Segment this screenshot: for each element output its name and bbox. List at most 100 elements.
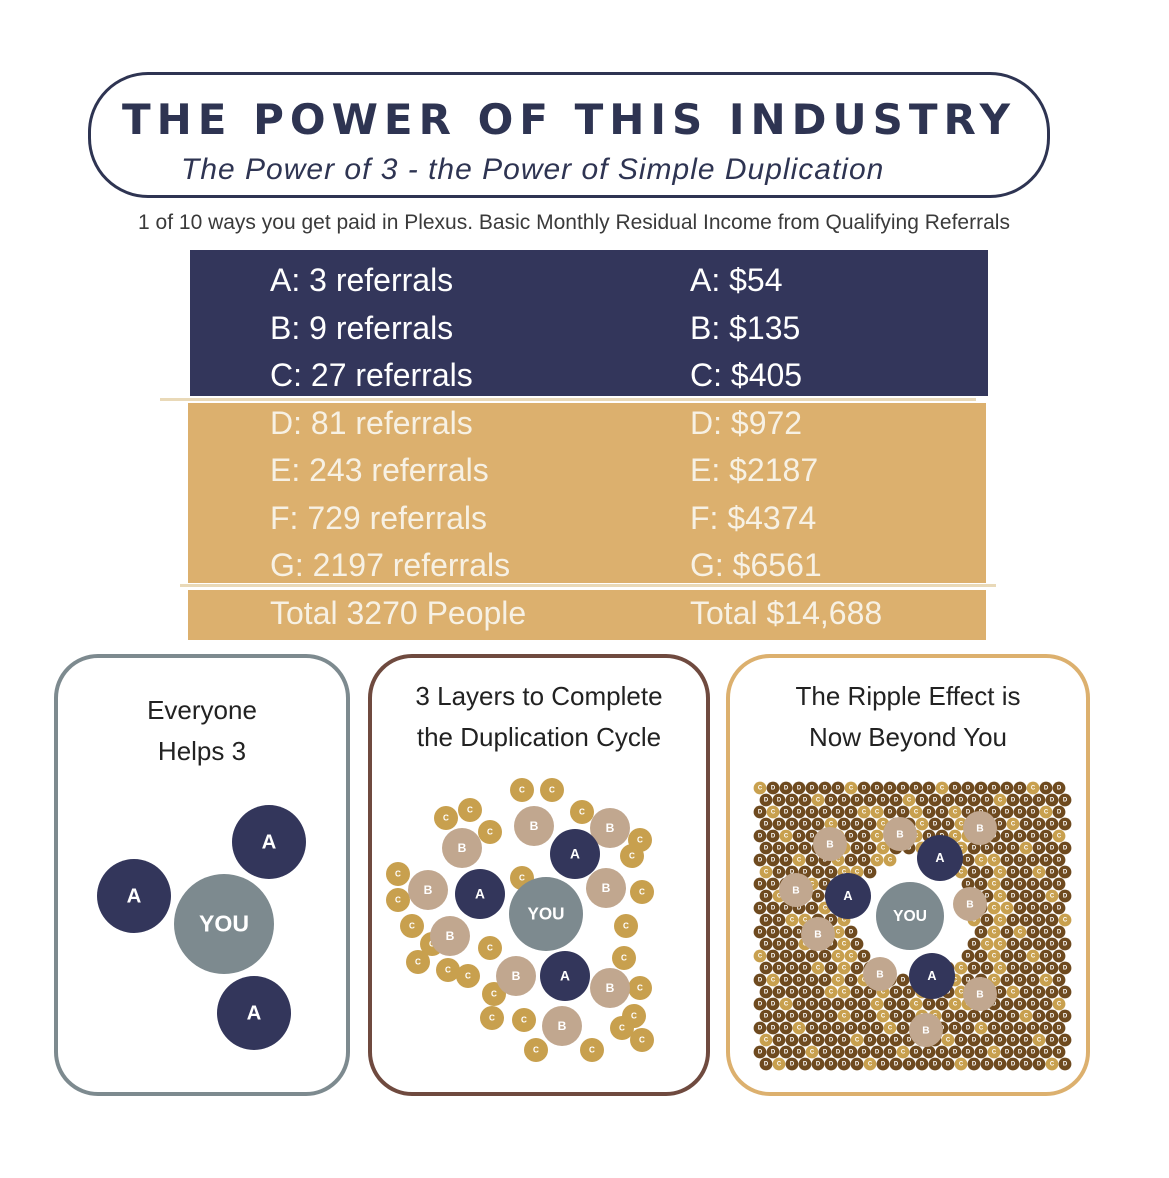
- d-circle: D: [870, 1021, 884, 1035]
- d-circle: D: [759, 913, 773, 927]
- d-circle: D: [824, 961, 838, 975]
- d-circle: D: [922, 997, 936, 1011]
- svg-text:D: D: [1018, 882, 1023, 888]
- svg-text:D: D: [888, 1002, 893, 1008]
- svg-text:D: D: [998, 846, 1003, 852]
- svg-text:D: D: [823, 1002, 828, 1008]
- svg-text:D: D: [927, 786, 932, 792]
- page-title: THE POWER OF THIS INDUSTRY: [122, 95, 1016, 144]
- svg-text:B: B: [558, 1019, 567, 1033]
- c-circle: C: [974, 853, 988, 867]
- svg-text:D: D: [790, 846, 795, 852]
- d-circle: D: [1052, 973, 1066, 987]
- c-circle: C: [1032, 1033, 1046, 1047]
- d-circle: D: [987, 1021, 1001, 1035]
- d-circle: D: [967, 1009, 981, 1023]
- d-circle: D: [753, 829, 767, 843]
- d-circle: D: [941, 793, 955, 807]
- panel-title-line1: 3 Layers to Complete: [415, 681, 663, 711]
- d-circle: D: [948, 1021, 962, 1035]
- svg-text:D: D: [868, 870, 873, 876]
- svg-text:C: C: [790, 917, 795, 923]
- svg-text:C: C: [487, 944, 493, 953]
- d-circle: D: [1058, 841, 1072, 855]
- d-circle: D: [1006, 865, 1020, 879]
- d-circle: D: [811, 1057, 825, 1071]
- svg-text:D: D: [836, 1050, 841, 1056]
- svg-text:D: D: [810, 810, 815, 816]
- d-circle: D: [779, 1021, 793, 1035]
- svg-text:D: D: [972, 870, 977, 876]
- d-circle: D: [974, 877, 988, 891]
- d-circle: D: [1032, 913, 1046, 927]
- svg-text:D: D: [1031, 1050, 1036, 1056]
- svg-text:C: C: [842, 941, 847, 947]
- svg-text:C: C: [842, 965, 847, 971]
- d-circle: D: [961, 1045, 975, 1059]
- d-circle: D: [1026, 829, 1040, 843]
- c-circle: C: [870, 829, 884, 843]
- svg-text:D: D: [979, 954, 984, 960]
- svg-text:D: D: [771, 834, 776, 840]
- b-circle: B: [963, 811, 997, 845]
- svg-text:D: D: [1050, 822, 1055, 828]
- title-banner: THE POWER OF THIS INDUSTRY The Power of …: [88, 72, 1050, 198]
- d-circle: D: [779, 973, 793, 987]
- svg-text:D: D: [1011, 942, 1016, 948]
- d-circle: D: [863, 865, 877, 879]
- d-circle: D: [941, 1057, 955, 1071]
- b-circle: B: [779, 873, 813, 907]
- d-circle: D: [798, 841, 812, 855]
- d-circle: D: [857, 1021, 871, 1035]
- d-circle: D: [980, 841, 994, 855]
- svg-text:C: C: [842, 989, 847, 995]
- svg-text:D: D: [1005, 882, 1010, 888]
- c-circle: C: [987, 1045, 1001, 1059]
- d-circle: D: [772, 961, 786, 975]
- svg-text:D: D: [901, 1026, 906, 1032]
- svg-text:D: D: [1031, 834, 1036, 840]
- svg-text:A: A: [127, 886, 142, 908]
- d-circle: D: [883, 781, 897, 795]
- d-circle: D: [1045, 1009, 1059, 1023]
- d-circle: D: [1058, 985, 1072, 999]
- d-circle: D: [1019, 889, 1033, 903]
- a-circle: A: [909, 953, 955, 999]
- svg-text:D: D: [849, 978, 854, 984]
- svg-text:C: C: [836, 953, 841, 959]
- svg-text:D: D: [985, 918, 990, 924]
- table-cell: C: $405: [690, 357, 803, 393]
- svg-text:D: D: [849, 1026, 854, 1032]
- c-circle: C: [915, 817, 929, 831]
- svg-text:D: D: [927, 1050, 932, 1056]
- d-circle: D: [779, 781, 793, 795]
- d-circle: D: [759, 985, 773, 999]
- panel-title-line2: Now Beyond You: [808, 722, 1008, 752]
- svg-text:D: D: [829, 1062, 834, 1068]
- svg-text:D: D: [940, 810, 945, 816]
- a-circle: A: [540, 951, 590, 1001]
- svg-text:D: D: [784, 978, 789, 984]
- svg-text:C: C: [395, 896, 401, 905]
- svg-text:D: D: [1011, 1014, 1016, 1020]
- d-circle: D: [824, 1009, 838, 1023]
- svg-text:D: D: [764, 918, 769, 924]
- d-circle: D: [967, 937, 981, 951]
- c-circle: C: [896, 1045, 910, 1059]
- d-circle: D: [1058, 1057, 1072, 1071]
- d-circle: D: [792, 949, 806, 963]
- svg-text:D: D: [790, 1062, 795, 1068]
- svg-text:B: B: [922, 1025, 929, 1036]
- svg-text:C: C: [907, 797, 912, 803]
- svg-text:C: C: [1050, 1061, 1055, 1067]
- svg-text:D: D: [764, 966, 769, 972]
- panel-three-layers: 3 Layers to Complete the Duplication Cyc…: [368, 654, 710, 1096]
- svg-text:D: D: [998, 1062, 1003, 1068]
- svg-text:D: D: [764, 846, 769, 852]
- c-circle: C: [935, 781, 949, 795]
- svg-text:D: D: [1018, 978, 1023, 984]
- svg-text:C: C: [758, 953, 763, 959]
- d-circle: D: [948, 781, 962, 795]
- d-circle: D: [1039, 901, 1053, 915]
- svg-text:D: D: [1037, 1014, 1042, 1020]
